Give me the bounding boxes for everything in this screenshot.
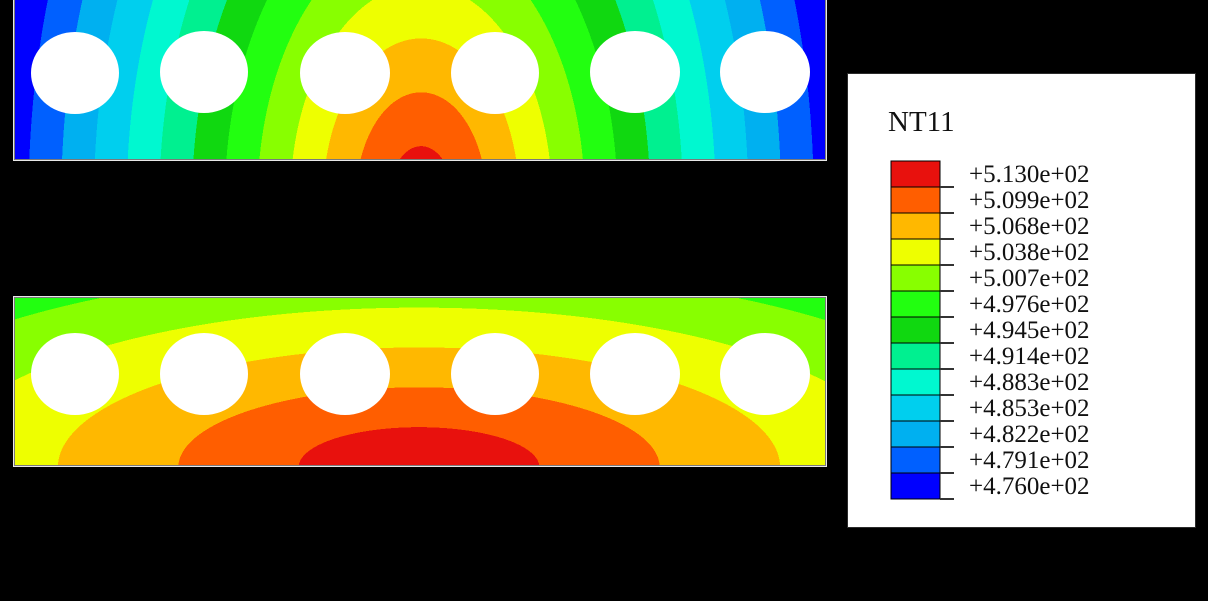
svg-text:+4.976e+02: +4.976e+02 <box>969 291 1090 318</box>
svg-text:+4.822e+02: +4.822e+02 <box>969 421 1090 448</box>
svg-text:+5.068e+02: +5.068e+02 <box>969 213 1090 240</box>
svg-text:+5.007e+02: +5.007e+02 <box>969 265 1090 292</box>
svg-text:+5.130e+02: +5.130e+02 <box>969 161 1090 188</box>
svg-text:+5.038e+02: +5.038e+02 <box>969 239 1090 266</box>
svg-text:+4.791e+02: +4.791e+02 <box>969 447 1090 474</box>
svg-text:+4.760e+02: +4.760e+02 <box>969 473 1090 500</box>
svg-text:+4.883e+02: +4.883e+02 <box>969 369 1090 396</box>
svg-text:+4.914e+02: +4.914e+02 <box>969 343 1090 370</box>
svg-text:+5.099e+02: +5.099e+02 <box>969 187 1090 214</box>
svg-text:+4.853e+02: +4.853e+02 <box>969 395 1090 422</box>
svg-text:+4.945e+02: +4.945e+02 <box>969 317 1090 344</box>
